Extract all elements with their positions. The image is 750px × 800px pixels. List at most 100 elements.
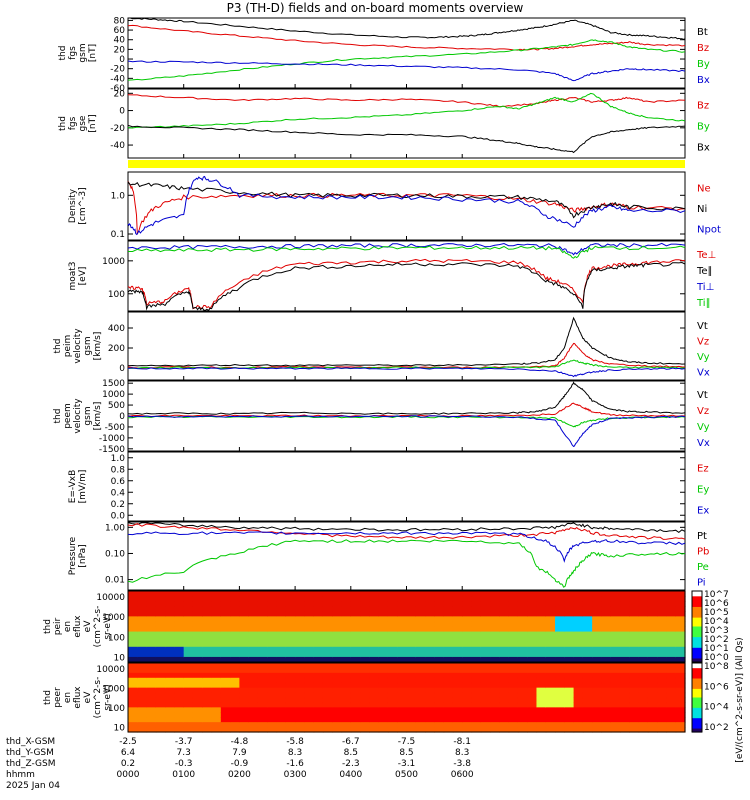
- spectrogram-cell: [462, 672, 473, 679]
- spectrogram-cell: [434, 672, 445, 679]
- spectrogram-cell: [276, 636, 287, 643]
- spectrogram-cell: [573, 682, 584, 689]
- colorbar-cell: [692, 592, 702, 596]
- spectrogram-cell: [192, 682, 203, 689]
- ytick-label: -40: [110, 74, 125, 84]
- spectrogram-cell: [545, 596, 556, 602]
- spectrogram-cell: [564, 651, 575, 658]
- spectrogram-cell: [220, 591, 231, 597]
- spectrogram-cell: [462, 591, 473, 597]
- spectrogram-cell: [220, 702, 231, 708]
- spectrogram-cell: [211, 702, 222, 708]
- spectrogram-cell: [378, 682, 389, 689]
- spectrogram-cell: [443, 651, 454, 658]
- spectrogram-cell: [582, 646, 593, 653]
- colorbar-cell: [692, 591, 702, 594]
- ylabel-line: en: [63, 692, 73, 703]
- spectrogram-cell: [657, 651, 668, 658]
- spectrogram-cell: [230, 712, 240, 718]
- spectrogram-cell: [230, 697, 240, 704]
- spectrogram-cell: [564, 616, 575, 623]
- spectrogram-cell: [248, 722, 259, 728]
- spectrogram-cell: [647, 682, 658, 689]
- spectrogram-cell: [350, 712, 361, 718]
- spectrogram-cell: [211, 636, 222, 643]
- spectrogram-cell: [239, 656, 250, 663]
- spectrogram-cell: [137, 722, 148, 728]
- spectrogram-cell: [508, 606, 519, 612]
- spectrogram-cell: [202, 672, 213, 679]
- spectrogram-cell: [490, 606, 500, 612]
- spectrogram-cell: [332, 697, 343, 704]
- spectrogram-cell: [517, 621, 528, 628]
- spectrogram-cell: [629, 727, 640, 733]
- spectrogram-cell: [211, 596, 222, 602]
- colorbar-cell: [692, 719, 702, 723]
- colorbar-cell: [692, 624, 702, 628]
- spectrogram-cell: [146, 687, 157, 694]
- spectrogram-cell: [555, 717, 565, 723]
- spectrogram-cell: [183, 591, 194, 597]
- spectrogram-cell: [313, 646, 324, 653]
- spectrogram-cell: [397, 692, 408, 699]
- spectrogram-cell: [397, 596, 408, 602]
- spectrogram-cell: [480, 702, 491, 708]
- spectrogram-cell: [341, 596, 352, 602]
- spectrogram-cell: [165, 596, 176, 602]
- spectrogram-cell: [499, 596, 510, 602]
- spectrogram-cell: [322, 646, 333, 653]
- ylabel-line: E=-VxB: [68, 470, 78, 504]
- spectrogram-cell: [322, 687, 333, 694]
- spectrogram-cell: [322, 616, 333, 623]
- spectrogram-cell: [508, 626, 519, 633]
- spectrogram-cell: [610, 631, 621, 638]
- spectrogram-cell: [536, 641, 547, 648]
- spectrogram-cell: [527, 672, 538, 679]
- spectrogram-cell: [397, 702, 408, 708]
- spectrogram-cell: [462, 727, 473, 733]
- colorbar-cell: [692, 716, 702, 719]
- spectrogram-cell: [629, 621, 640, 628]
- spectrogram-cell: [545, 651, 556, 658]
- spectrogram-cell: [267, 591, 278, 597]
- spectrogram-cell: [564, 663, 575, 669]
- spectrogram-cell: [629, 601, 640, 607]
- spectrogram-cell: [592, 702, 603, 708]
- spectrogram-cell: [545, 601, 556, 607]
- spectrogram-cell: [527, 667, 538, 674]
- spectrogram-cell: [452, 667, 463, 674]
- spectrogram-cell: [285, 591, 296, 597]
- spectrogram-cell: [415, 677, 426, 684]
- spectrogram-cell: [230, 611, 240, 617]
- spectrogram-cell: [146, 702, 157, 708]
- spectrogram-cell: [387, 646, 398, 653]
- spectrogram-cell: [462, 707, 473, 713]
- spectrogram-cell: [452, 702, 463, 708]
- spectrogram-cell: [192, 656, 203, 663]
- ytick-label: 500: [108, 401, 125, 411]
- spectrogram-cell: [155, 641, 166, 648]
- spectrogram-cell: [128, 682, 138, 689]
- spectrogram-cell: [480, 596, 491, 602]
- spectrogram-cell: [211, 591, 222, 597]
- ytick-label: 0.01: [105, 576, 125, 586]
- spectrogram-cell: [545, 667, 556, 674]
- spectrogram-cell: [230, 717, 240, 723]
- spectrogram-cell: [592, 677, 603, 684]
- spectrogram-cell: [601, 591, 612, 597]
- xaxis-value: 8.5: [344, 748, 358, 758]
- spectrogram-cell: [499, 601, 510, 607]
- ylabel-line: eV: [83, 620, 93, 633]
- ylabel-line: thd: [58, 116, 68, 131]
- spectrogram-cell: [443, 626, 454, 633]
- spectrogram-cell: [146, 667, 157, 674]
- spectrogram-cell: [378, 646, 389, 653]
- spectrogram-cell: [657, 697, 668, 704]
- spectrogram-cell: [610, 611, 621, 617]
- spectrogram-cell: [425, 611, 435, 617]
- spectrogram-cell: [202, 677, 213, 684]
- xaxis-value: 8.5: [399, 748, 413, 758]
- spectrogram-cell: [341, 656, 352, 663]
- colorbar-tick: 10^7: [704, 590, 729, 600]
- spectrogram-cell: [425, 641, 435, 648]
